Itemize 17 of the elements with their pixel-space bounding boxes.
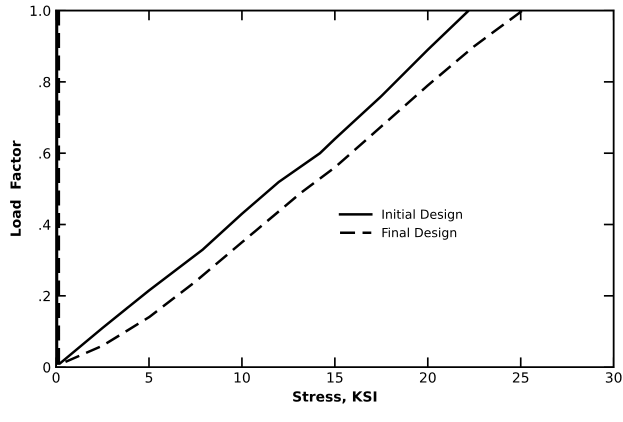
x-tick-label: 15	[328, 372, 342, 383]
y-tick-label: .8	[39, 76, 50, 88]
y-tick-label: .2	[39, 290, 50, 302]
x-tick-label: 10	[234, 372, 250, 383]
x-tick-label: 5	[146, 372, 152, 383]
x-axis-title: Stress, KSI	[293, 391, 376, 404]
y-tick-label: 0	[43, 362, 50, 373]
x-tick-label: 30	[606, 372, 622, 383]
legend-label: Final Design	[382, 228, 456, 240]
x-tick-label: 20	[420, 372, 436, 383]
x-tick-label: 0	[52, 372, 60, 383]
y-axis-title: Load Factor	[10, 140, 21, 236]
y-tick-label: 1.0	[30, 6, 50, 16]
legend-label: Initial Design	[382, 209, 462, 222]
y-tick-label: .4	[39, 220, 50, 230]
x-tick-label: 25	[512, 372, 528, 383]
y-tick-label: .6	[39, 148, 50, 159]
